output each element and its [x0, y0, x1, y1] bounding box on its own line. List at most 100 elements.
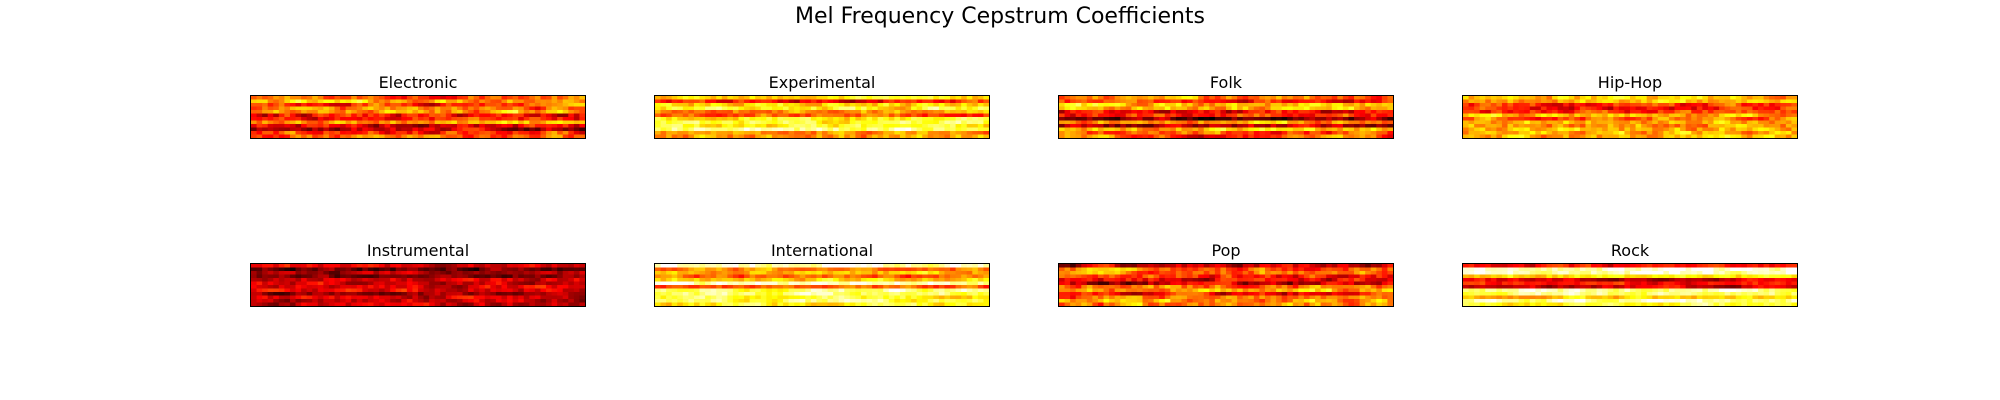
heatmap-cell	[462, 267, 469, 272]
heatmap-cell	[406, 117, 414, 122]
heatmap-cell	[1187, 124, 1194, 129]
heatmap-cell	[1320, 288, 1327, 293]
heatmap-cell	[1579, 127, 1587, 132]
heatmap-cell	[1574, 96, 1581, 101]
heatmap-cell	[1535, 124, 1542, 129]
heatmap-cell	[1159, 127, 1166, 132]
heatmap-cell	[1540, 124, 1548, 129]
heatmap-cell	[1490, 99, 1497, 104]
heatmap-cell	[1092, 124, 1099, 129]
heatmap-cell	[412, 120, 419, 125]
heatmap-cell	[705, 131, 712, 136]
heatmap-cell	[816, 264, 823, 269]
heatmap-cell	[927, 267, 934, 272]
heatmap-cell	[983, 120, 989, 125]
heatmap-cell	[418, 117, 425, 122]
heatmap-cell	[682, 99, 689, 104]
heatmap-cell	[933, 271, 940, 276]
heatmap-cell	[894, 120, 901, 125]
heatmap-cell	[827, 285, 834, 290]
heatmap-cell	[1524, 124, 1531, 129]
heatmap-cell	[1752, 103, 1759, 108]
heatmap-cell	[534, 117, 542, 122]
heatmap-cell	[944, 124, 951, 129]
heatmap-cell	[1159, 106, 1166, 111]
heatmap-cell	[744, 106, 751, 111]
heatmap-cell	[1490, 103, 1497, 108]
heatmap-cell	[362, 264, 369, 269]
heatmap-cell	[518, 274, 525, 279]
heatmap-cell	[838, 264, 845, 269]
heatmap-cell	[1120, 267, 1127, 272]
heatmap-cell	[529, 274, 536, 279]
heatmap-cell	[1680, 113, 1687, 118]
heatmap-cell	[518, 131, 525, 136]
heatmap-cell	[1596, 110, 1603, 115]
heatmap-cell	[1303, 124, 1311, 129]
heatmap-cell	[1281, 295, 1288, 300]
heatmap-cell	[916, 278, 923, 283]
panel-title-folk: Folk	[1209, 73, 1243, 92]
heatmap-cell	[1264, 113, 1272, 118]
heatmap-cell	[660, 285, 667, 290]
heatmap-cell	[451, 271, 458, 276]
heatmap-cell	[1264, 285, 1272, 290]
heatmap-cell	[816, 267, 823, 272]
heatmap-cell	[760, 131, 767, 136]
heatmap-cell	[688, 103, 695, 108]
heatmap-cell	[1315, 120, 1322, 125]
heatmap-cell	[1730, 103, 1737, 108]
heatmap-cell	[1248, 281, 1255, 286]
heatmap-cell	[1791, 124, 1797, 129]
heatmap-cell	[529, 299, 536, 304]
heatmap-cell	[1320, 271, 1327, 276]
heatmap-cell	[312, 96, 319, 101]
heatmap-cell	[573, 285, 581, 290]
heatmap-cell	[950, 131, 957, 136]
heatmap-cell	[950, 124, 957, 129]
heatmap-cell	[1075, 117, 1082, 122]
heatmap-cell	[955, 278, 962, 283]
heatmap-cell	[1376, 295, 1383, 300]
heatmap-cell	[1568, 106, 1575, 111]
heatmap-cell	[479, 96, 486, 101]
heatmap-cell	[1237, 110, 1244, 115]
heatmap-cell	[289, 299, 297, 304]
heatmap-cell	[1309, 285, 1316, 290]
heatmap-cell	[1607, 124, 1614, 129]
heatmap-cell	[760, 99, 767, 104]
heatmap-cell	[1490, 110, 1497, 115]
heatmap-cell	[1231, 267, 1238, 272]
heatmap-cell	[732, 264, 740, 269]
heatmap-cell	[418, 124, 425, 129]
heatmap-cell	[440, 134, 447, 138]
heatmap-cell	[966, 295, 973, 300]
heatmap-cell	[799, 127, 806, 132]
heatmap-cell	[579, 120, 585, 125]
heatmap-cell	[484, 96, 491, 101]
heatmap-cell	[1713, 96, 1720, 101]
heatmap-cell	[1086, 281, 1093, 286]
heatmap-cell	[1259, 299, 1266, 304]
heatmap-cell	[473, 96, 480, 101]
heatmap-cell	[1159, 124, 1166, 129]
heatmap-cell	[1059, 278, 1066, 283]
heatmap-cell	[1596, 117, 1603, 122]
heatmap-cell	[284, 292, 291, 297]
heatmap-cell	[1585, 96, 1592, 101]
heatmap-cell	[844, 295, 851, 300]
heatmap-cell	[473, 113, 480, 118]
heatmap-cell	[1741, 103, 1748, 108]
heatmap-cell	[345, 271, 352, 276]
heatmap-cell	[693, 110, 701, 115]
heatmap-cell	[699, 267, 706, 272]
heatmap-cell	[1780, 127, 1787, 132]
heatmap-cell	[1181, 113, 1188, 118]
heatmap-cell	[1657, 103, 1664, 108]
heatmap-cell	[927, 113, 934, 118]
heatmap-cell	[440, 278, 447, 283]
heatmap-cell	[1281, 274, 1288, 279]
heatmap-cell	[927, 106, 934, 111]
heatmap-cell	[423, 302, 430, 306]
heatmap-cell	[1164, 288, 1171, 293]
